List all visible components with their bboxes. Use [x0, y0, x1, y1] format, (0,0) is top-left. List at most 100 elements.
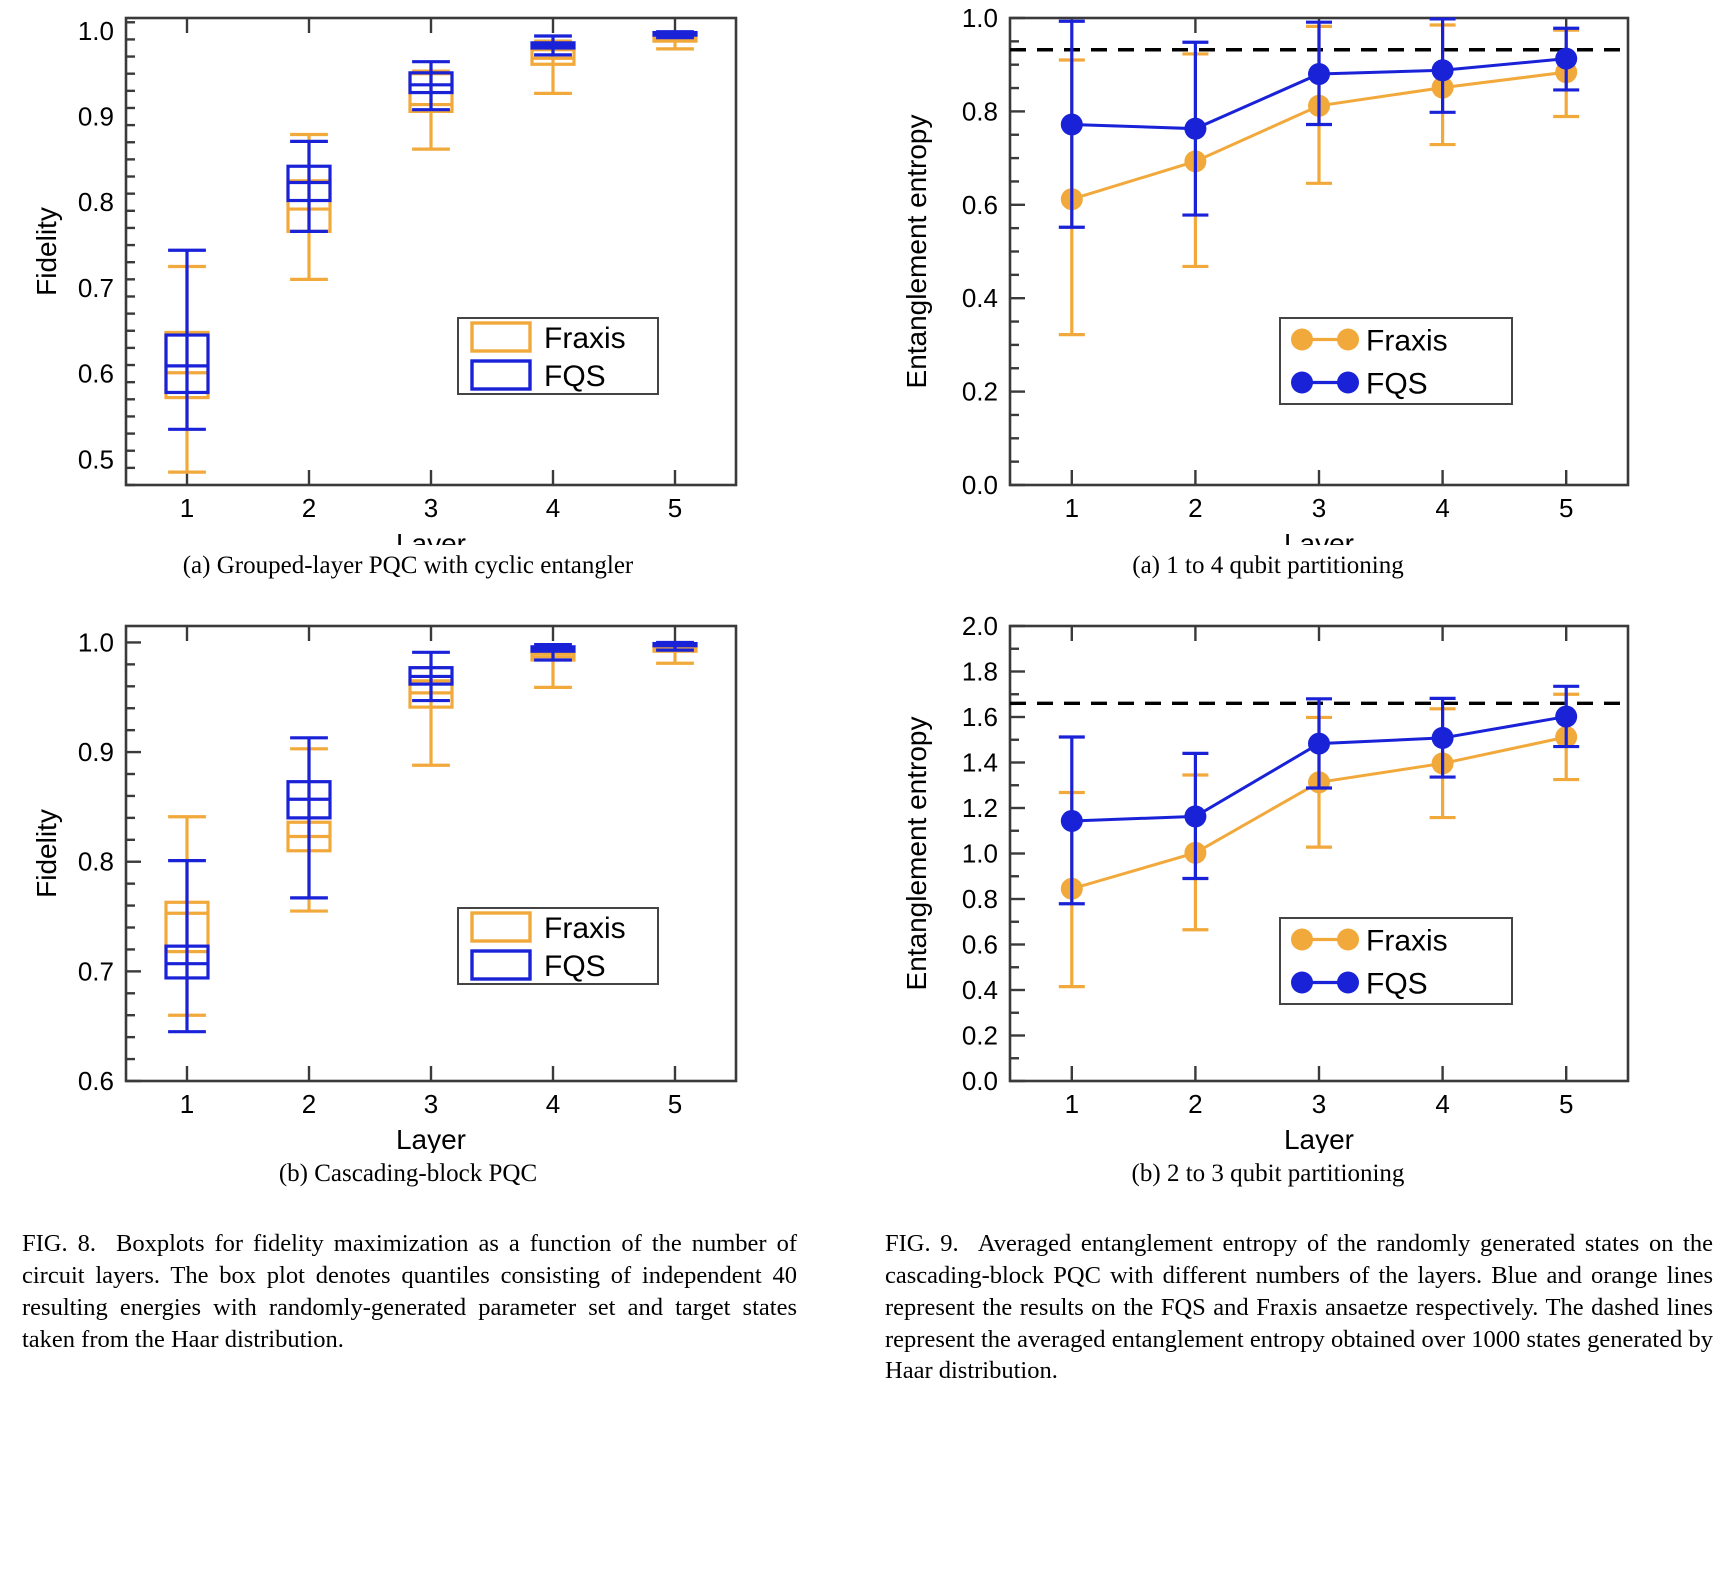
x-axis-label: Layer	[1284, 528, 1354, 545]
legend-swatch-fqs	[470, 359, 532, 391]
data-point	[1060, 113, 1083, 136]
y-tick-label: 0.6	[78, 1066, 114, 1096]
subcaption-fig9a: (a) 1 to 4 qubit partitioning	[1132, 552, 1404, 579]
x-tick-label: 5	[668, 493, 682, 523]
chart-fig9b: 0.0 0.2 0.4 0.6 0.8 1.0 1.2 1.4 1.6 1.8 2.0 1 2 3 4 5 La…	[868, 608, 1668, 1153]
legend-label-fraxis: Fraxis	[544, 322, 626, 355]
y-tick-label: 1.4	[962, 748, 998, 778]
legend-label-fraxis: Fraxis	[1366, 325, 1448, 358]
data-point	[1308, 732, 1330, 755]
y-tick-label: 0.9	[78, 737, 114, 767]
y-tick-label: 0.6	[962, 930, 998, 960]
caption-fig8-label: FIG. 8.	[22, 1230, 96, 1257]
boxplot-series-fqs	[164, 30, 698, 431]
y-axis-label: Fidelity	[31, 207, 62, 296]
x-tick-label: 1	[1065, 1089, 1079, 1119]
x-tick-label: 1	[180, 1089, 194, 1119]
legend-label-fraxis: Fraxis	[544, 912, 626, 945]
x-tick-label: 5	[1559, 493, 1573, 523]
plot-frame	[1008, 624, 1630, 1083]
legend: Fraxis FQS	[457, 907, 659, 985]
legend-marker-right-fraxis	[1337, 328, 1359, 351]
legend: Fraxis FQS	[457, 317, 659, 395]
legend-marker-right-fqs	[1337, 971, 1359, 994]
legend-marker-left-fraxis	[1291, 928, 1313, 951]
y-tick-label: 0.8	[78, 847, 114, 877]
data-point	[1555, 705, 1578, 728]
y-tick-label: 0.5	[78, 444, 114, 474]
caption-fig8: FIG. 8. Boxplots for fidelity maximizati…	[22, 1228, 797, 1355]
x-tick-label: 1	[180, 493, 194, 523]
y-tick-label: 0.6	[962, 190, 998, 220]
y-tick-label: 1.8	[962, 657, 998, 687]
legend-label-fqs: FQS	[544, 360, 606, 393]
legend-label-fqs: FQS	[544, 950, 606, 983]
data-point	[1555, 47, 1578, 70]
subcaption-fig9b: (b) 2 to 3 qubit partitioning	[1131, 1160, 1405, 1187]
box-iqr	[408, 71, 454, 95]
x-tick-label: 2	[302, 493, 316, 523]
y-axis-label: Fidelity	[31, 809, 62, 898]
chart-fig8a: 0.5 0.6 0.7 0.8 0.9 1.0 1 2 3 4 5 Layer Fidelity Frax…	[8, 0, 808, 545]
data-point	[1184, 805, 1207, 828]
line-series-fqs	[1058, 17, 1580, 229]
x-axis-label: Layer	[1284, 1124, 1354, 1153]
x-tick-label: 4	[546, 493, 560, 523]
caption-fig9-label: FIG. 9.	[885, 1230, 959, 1257]
legend-marker-right-fqs	[1337, 371, 1359, 394]
y-tick-label: 0.7	[78, 273, 114, 303]
legend-box	[457, 317, 659, 395]
x-tick-label: 4	[1435, 493, 1449, 523]
caption-fig9-text: Averaged entanglement entropy of the ran…	[885, 1230, 1713, 1385]
legend-marker-left-fqs	[1291, 971, 1313, 994]
data-point	[1060, 809, 1083, 832]
fig8b-svg: 0.60.70.80.91.01 2 3 4 5LayerFidelityFraxisF…	[31, 624, 738, 1153]
y-tick-label: 0.9	[78, 102, 114, 132]
y-tick-label: 0.7	[78, 956, 114, 986]
legend-label-fqs: FQS	[1366, 968, 1428, 1001]
x-tick-label: 2	[1188, 493, 1202, 523]
x-tick-label: 5	[668, 1089, 682, 1119]
y-tick-label: 1.2	[962, 793, 998, 823]
y-tick-label: 1.0	[962, 839, 998, 869]
y-tick-label: 0.8	[78, 187, 114, 217]
x-tick-label: 3	[1312, 493, 1326, 523]
subcaption-fig8a: (a) Grouped-layer PQC with cyclic entang…	[182, 552, 634, 579]
chart-fig8b: 0.6 0.7 0.8 0.9 1.0 1 2 3 4 5 Layer Fidelity Fraxis F…	[8, 608, 808, 1153]
fig9a-svg: 0.0 0.2 0.4 0.6 0.8 1.0 1 2 3 4 5 Layer Entanglement…	[901, 3, 1630, 545]
data-point	[1431, 59, 1454, 82]
legend-swatch-fraxis	[470, 321, 532, 353]
y-axis-label: Entanglement entropy	[901, 115, 932, 389]
x-tick-label: 3	[1312, 1089, 1326, 1119]
x-tick-label: 4	[1435, 1089, 1449, 1119]
caption-fig9: FIG. 9. Averaged entanglement entropy of…	[885, 1228, 1713, 1387]
x-tick-label: 2	[1188, 1089, 1202, 1119]
x-tick-label: 3	[424, 493, 438, 523]
legend-swatch-fraxis	[470, 911, 532, 943]
legend-marker-right-fraxis	[1337, 928, 1359, 951]
y-tick-label: 0.8	[962, 884, 998, 914]
x-tick-label: 5	[1559, 1089, 1573, 1119]
subcaption-fig8b: (b) Cascading-block PQC	[278, 1160, 538, 1187]
legend-box	[1279, 917, 1513, 1005]
legend: Fraxis FQS	[1279, 917, 1513, 1005]
legend-label-fraxis: Fraxis	[1366, 925, 1448, 958]
y-tick-label: 1.0	[78, 16, 114, 46]
legend-label-fqs: FQS	[1366, 368, 1428, 401]
y-axis-label: Entanglement entropy	[901, 717, 932, 991]
y-tick-label: 0.2	[962, 377, 998, 407]
y-tick-label: 0.8	[962, 96, 998, 126]
y-tick-label: 0.0	[962, 1066, 998, 1096]
caption-fig8-text: Boxplots for fidelity maximization as a …	[22, 1230, 797, 1353]
x-tick-label: 3	[424, 1089, 438, 1119]
fig8a-svg: 0.5 0.6 0.7 0.8 0.9 1.0 1 2 3 4 5 Layer Fidelity Frax…	[31, 16, 738, 545]
line-series-fqs	[1058, 684, 1580, 906]
data-point	[1184, 117, 1207, 140]
legend-swatch-fqs	[470, 949, 532, 981]
y-tick-label: 1.0	[78, 627, 114, 657]
chart-fig9a: 0.0 0.2 0.4 0.6 0.8 1.0 1 2 3 4 5 Layer Entanglement…	[868, 0, 1668, 545]
x-tick-label: 1	[1065, 493, 1079, 523]
legend-marker-left-fqs	[1291, 371, 1313, 394]
legend-box	[457, 907, 659, 985]
